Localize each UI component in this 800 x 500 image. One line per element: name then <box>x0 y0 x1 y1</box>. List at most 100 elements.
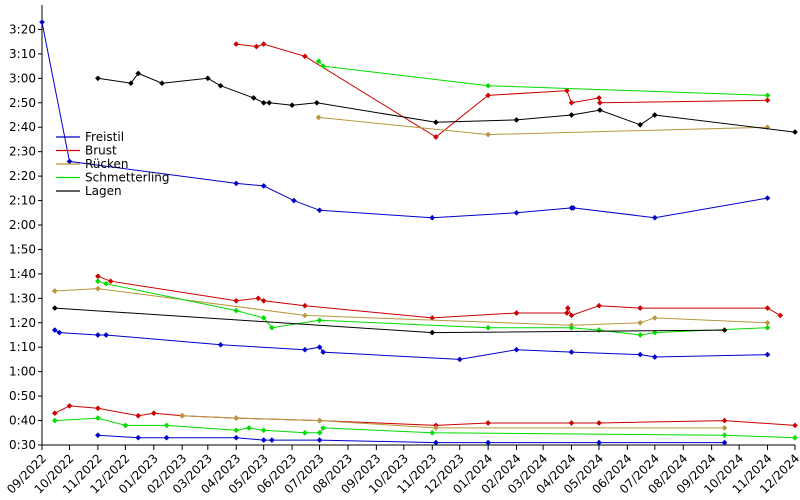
data-point <box>320 349 327 355</box>
legend-label: Rücken <box>85 157 129 171</box>
legend-item-schmetterling: Schmetterling <box>56 171 170 185</box>
series-brust <box>233 41 771 140</box>
data-point <box>260 99 267 106</box>
series-line <box>97 434 725 444</box>
data-point <box>721 425 728 431</box>
y-tick-label: 3:10 <box>9 47 36 61</box>
data-point <box>51 417 58 424</box>
data-point <box>597 99 603 106</box>
data-point <box>291 197 297 204</box>
data-point <box>764 305 771 311</box>
data-point <box>51 288 58 294</box>
data-point <box>651 214 658 221</box>
data-point <box>316 317 323 324</box>
data-point <box>596 302 602 309</box>
y-tick-label: 1:40 <box>9 267 36 281</box>
data-point <box>95 415 101 421</box>
series-freistil <box>95 432 728 446</box>
data-point <box>103 280 109 287</box>
data-point <box>135 434 142 441</box>
data-point <box>302 346 308 353</box>
data-point <box>651 112 658 118</box>
data-point <box>637 319 644 326</box>
data-point <box>315 114 322 121</box>
data-point <box>95 332 101 338</box>
data-point <box>51 305 58 311</box>
legend-label: Lagen <box>85 184 122 198</box>
x-axis: 09/202210/202211/202212/202201/202302/20… <box>4 445 800 496</box>
data-point <box>320 63 327 69</box>
series-brust <box>51 403 798 429</box>
series-line <box>41 22 768 219</box>
data-point <box>721 417 728 424</box>
data-point <box>568 420 575 426</box>
data-point <box>792 434 798 441</box>
data-point <box>597 107 603 113</box>
data-point <box>777 312 784 319</box>
data-point <box>456 356 463 363</box>
data-point <box>429 429 436 436</box>
data-point <box>135 70 142 77</box>
legend-label: Freistil <box>85 130 124 144</box>
data-point <box>217 341 224 348</box>
data-point <box>128 80 134 87</box>
y-tick-label: 1:30 <box>9 291 36 305</box>
data-point <box>204 75 211 82</box>
y-tick-label: 3:20 <box>9 22 36 36</box>
data-point <box>568 324 575 331</box>
data-point <box>51 410 58 417</box>
series-line <box>54 288 768 326</box>
data-point <box>233 41 240 47</box>
data-point <box>764 195 771 201</box>
y-tick-label: 1:50 <box>9 242 36 256</box>
data-point <box>316 207 323 214</box>
data-point <box>721 439 728 446</box>
y-tick-label: 1:20 <box>9 316 36 330</box>
data-point <box>150 410 157 417</box>
data-point <box>56 329 63 336</box>
data-point <box>568 312 575 319</box>
data-point <box>429 329 436 336</box>
data-point <box>764 324 771 331</box>
data-point <box>266 99 273 106</box>
data-point <box>513 117 520 123</box>
y-tick-label: 1:00 <box>9 365 36 379</box>
data-point <box>564 87 570 94</box>
series-line <box>54 307 725 334</box>
data-point <box>596 439 602 446</box>
y-tick-label: 2:30 <box>9 145 36 159</box>
data-point <box>260 41 267 47</box>
series-rücken <box>51 285 771 329</box>
legend-label: Schmetterling <box>85 171 170 185</box>
data-point <box>260 315 267 321</box>
legend-label: Brust <box>85 144 117 158</box>
data-point <box>721 432 728 439</box>
data-point <box>260 427 267 434</box>
data-point <box>233 180 240 187</box>
data-point <box>260 437 267 443</box>
series-layer <box>39 19 798 446</box>
series-lagen <box>51 305 728 336</box>
data-point <box>651 315 658 321</box>
data-point <box>95 432 101 439</box>
data-point <box>792 422 798 429</box>
plot-area <box>41 5 795 446</box>
legend-item-brust: Brust <box>56 144 117 158</box>
data-point <box>316 344 323 351</box>
data-point <box>233 427 240 434</box>
data-point <box>269 324 275 331</box>
data-point <box>39 19 45 25</box>
data-point <box>163 434 170 441</box>
data-point <box>485 439 491 446</box>
data-point <box>316 437 323 443</box>
data-point <box>568 112 575 118</box>
data-point <box>485 82 491 89</box>
data-point <box>269 437 275 443</box>
data-point <box>255 295 262 302</box>
data-point <box>570 205 577 211</box>
data-point <box>513 209 520 216</box>
data-point <box>95 405 101 412</box>
data-point <box>107 278 114 285</box>
data-point <box>135 412 142 419</box>
